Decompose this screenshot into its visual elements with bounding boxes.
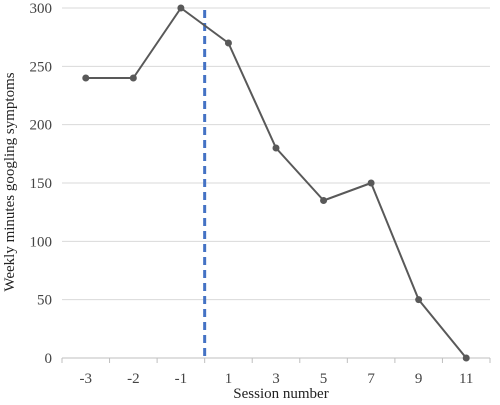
- x-tick-labels: -3 -2 -1 1 3 5 7 9 11: [80, 371, 474, 387]
- x-tick-label: 9: [415, 371, 423, 387]
- axes: [61, 357, 491, 363]
- x-axis-title: Session number: [233, 386, 328, 402]
- gridlines: [62, 7, 490, 301]
- y-tick-label: 200: [30, 118, 53, 134]
- x-tick-label: -1: [175, 371, 188, 387]
- y-axis-title: Weekly minutes googling symptoms: [2, 72, 18, 291]
- x-tick-label: -2: [127, 371, 140, 387]
- data-point: [224, 39, 232, 47]
- x-tick-label: -3: [80, 371, 93, 387]
- x-tick-label: 3: [272, 371, 280, 387]
- data-point: [272, 144, 280, 152]
- data-point: [82, 74, 90, 82]
- y-tick-label: 250: [30, 59, 53, 75]
- y-tick-label: 150: [30, 176, 53, 192]
- data-point: [320, 197, 328, 204]
- y-tick-label: 100: [30, 234, 53, 250]
- y-tick-labels: 0 50 100 150 200 250 300: [30, 1, 53, 367]
- y-tick-label: 0: [45, 351, 53, 367]
- y-tick-label: 50: [37, 293, 52, 309]
- y-tick-label: 300: [30, 1, 53, 17]
- data-point: [415, 296, 423, 304]
- data-point: [129, 74, 137, 82]
- x-tick-label: 1: [225, 371, 233, 387]
- x-tick-label: 11: [459, 371, 473, 387]
- data-point: [367, 179, 375, 187]
- data-point: [462, 354, 470, 362]
- series-group: [82, 4, 470, 362]
- x-tick-label: 5: [320, 371, 328, 387]
- data-point: [177, 4, 185, 12]
- x-tick-label: 7: [367, 371, 375, 387]
